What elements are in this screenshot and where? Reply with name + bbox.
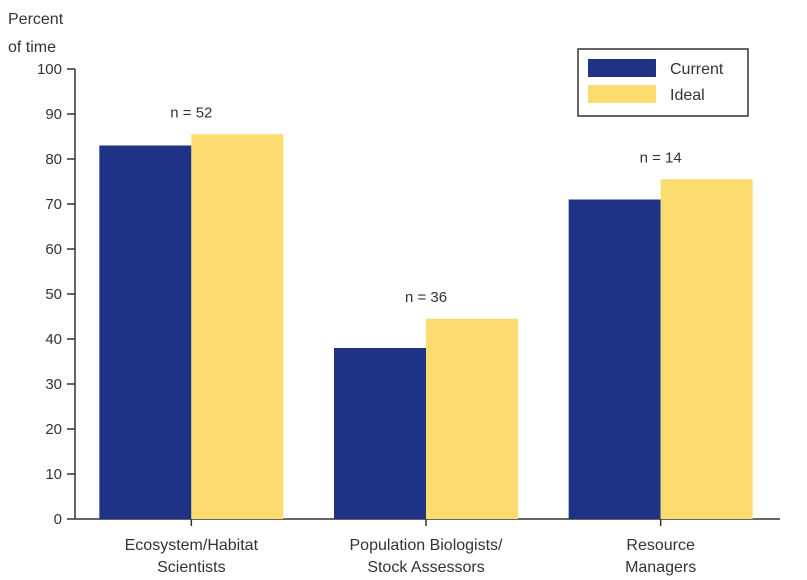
y-tick-label: 80 [45, 151, 62, 168]
sample-size-label: n = 14 [640, 149, 682, 166]
bars [99, 134, 753, 519]
x-tick-label: Stock Assessors [367, 559, 484, 576]
legend: Current Ideal [577, 48, 749, 117]
y-tick-label: 40 [45, 331, 62, 348]
y-tick-label: 90 [45, 106, 62, 123]
legend-swatch-ideal [588, 85, 656, 103]
bar-ideal-2 [660, 179, 753, 519]
bar-ideal-0 [191, 134, 284, 519]
bar-current-1 [334, 348, 426, 519]
y-tick-label: 0 [54, 511, 62, 528]
y-tick-label: 30 [45, 376, 62, 393]
sample-size-label: n = 36 [405, 289, 447, 306]
y-tick-label: 20 [45, 421, 62, 438]
bar-ideal-1 [426, 318, 518, 519]
x-tick-label: Managers [625, 559, 696, 576]
x-tick-label: Scientists [157, 559, 225, 576]
x-axis: Ecosystem/Habitat Scientists Population Bi… [75, 518, 780, 576]
y-tick-label: 70 [45, 196, 62, 213]
sample-size-label: n = 52 [170, 104, 212, 121]
y-axis-label: Percent of time [8, 11, 64, 56]
legend-label-current: Current [670, 61, 724, 78]
y-tick-label: 100 [37, 61, 62, 78]
y-tick-label: 10 [45, 466, 62, 483]
x-tick-label: Ecosystem/Habitat [125, 537, 259, 554]
sample-size-labels: n = 52 n = 36 n = 14 [170, 104, 681, 306]
y-axis-label-line-1: Percent [8, 11, 64, 28]
x-tick-label: Population Biologists/ [350, 537, 504, 554]
y-tick-label: 50 [45, 286, 62, 303]
x-tick-label: Resource [626, 537, 695, 554]
y-axis: 0 10 20 30 40 50 60 70 80 90 100 [37, 61, 76, 528]
legend-label-ideal: Ideal [670, 87, 705, 104]
y-tick-label: 60 [45, 241, 62, 258]
bar-current-2 [568, 199, 661, 519]
legend-swatch-current [588, 59, 656, 77]
y-axis-label-line-2: of time [8, 39, 56, 56]
bar-current-0 [99, 145, 192, 519]
